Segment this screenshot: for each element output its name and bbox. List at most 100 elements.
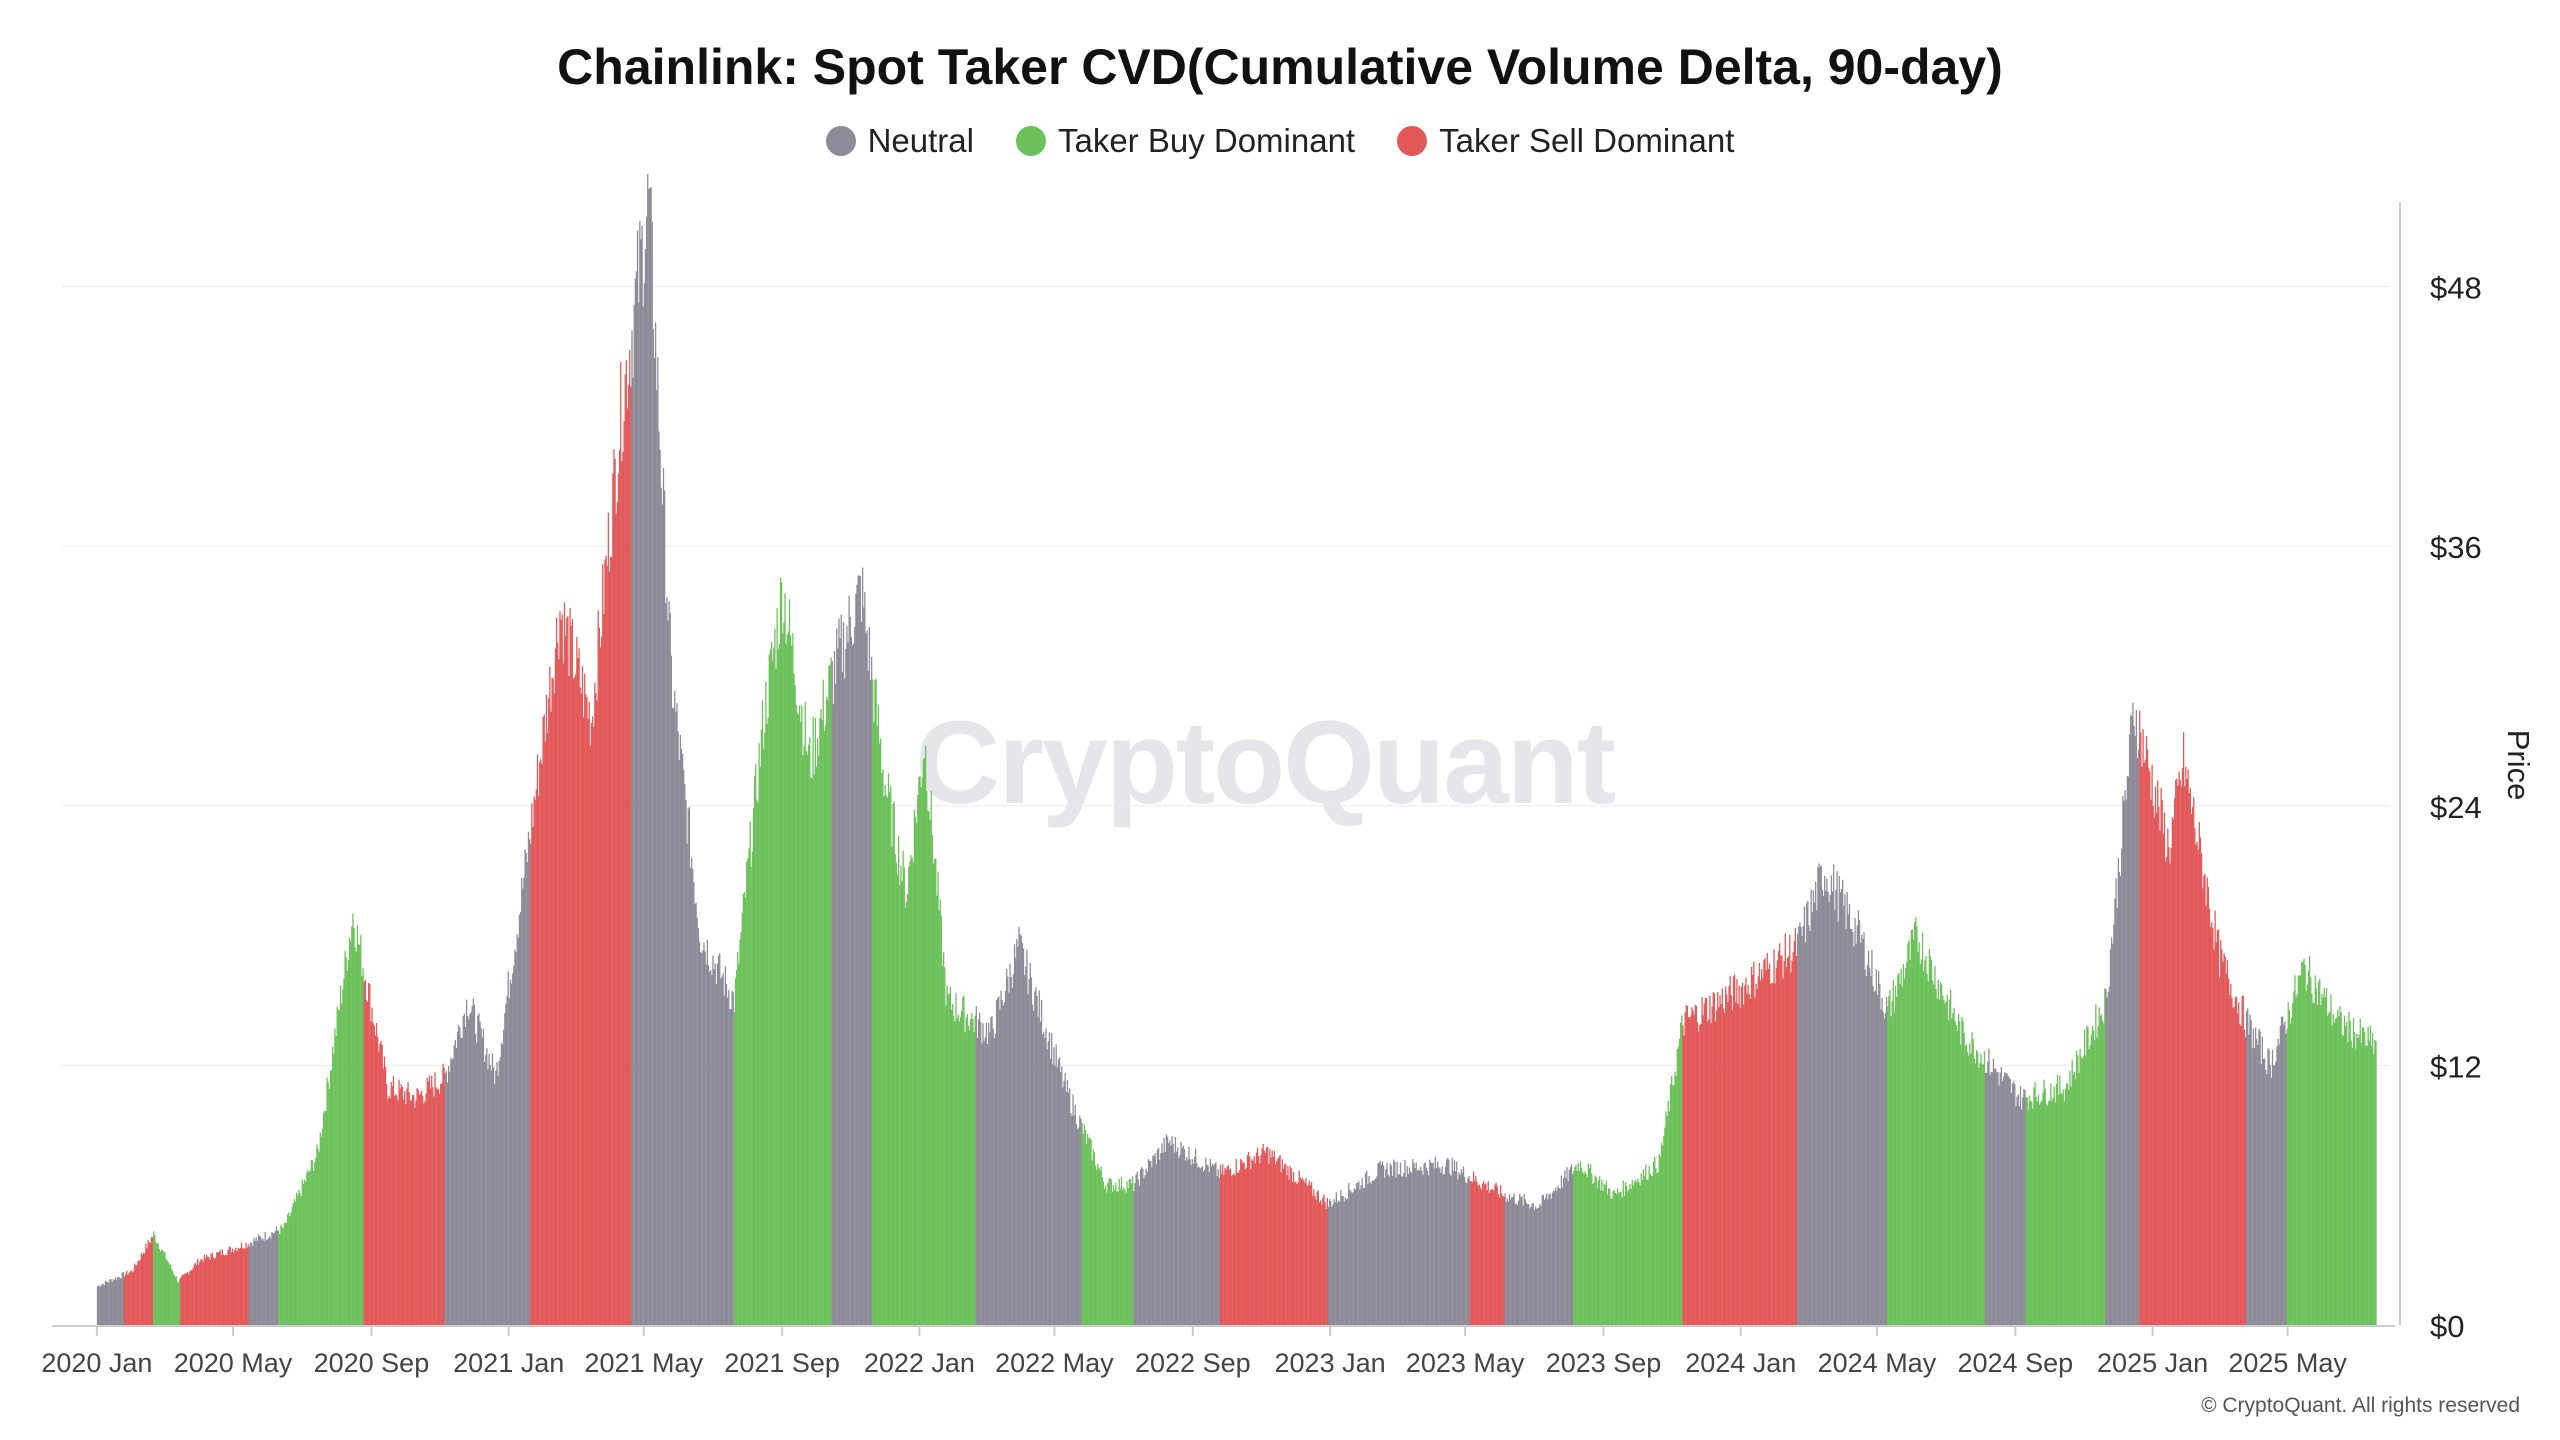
price-bar (806, 754, 809, 1325)
price-bar (860, 621, 863, 1325)
price-bar (1261, 1148, 1263, 1325)
price-bar (2241, 995, 2243, 1325)
price-bar (2126, 776, 2128, 1325)
price-bar (471, 1006, 473, 1325)
price-bar (1195, 1148, 1197, 1325)
price-bar (149, 1242, 152, 1325)
price-bar (1932, 980, 1934, 1325)
price-bar (1854, 917, 1856, 1325)
price-bar (1813, 902, 1816, 1325)
price-bar (1039, 1021, 1042, 1325)
price-bar (2375, 1040, 2377, 1325)
price-bar (1950, 990, 1952, 1325)
price-bar (965, 1017, 967, 1325)
price-bar (1535, 1208, 1538, 1325)
price-bar (981, 1043, 983, 1325)
price-bar (221, 1249, 224, 1325)
price-bar (1684, 1012, 1686, 1325)
price-bar (582, 717, 585, 1325)
legend-item-taker-buy[interactable]: Taker Buy Dominant (1015, 122, 1355, 160)
price-bar (1366, 1170, 1368, 1325)
price-bar (887, 773, 890, 1325)
legend-item-taker-sell[interactable]: Taker Sell Dominant (1397, 122, 1734, 160)
price-bar (1815, 881, 1817, 1325)
price-bar (2270, 1077, 2273, 1325)
price-bar (715, 984, 718, 1325)
price-bar (824, 725, 827, 1325)
price-bar (2250, 1019, 2252, 1325)
price-bar (1465, 1182, 1467, 1325)
price-bar (256, 1241, 258, 1325)
price-bar (1452, 1171, 1454, 1325)
price-bar (1737, 1004, 1739, 1325)
price-bar (1658, 1153, 1660, 1325)
price-bar (1287, 1165, 1289, 1325)
price-bar (1056, 1067, 1058, 1325)
price-bar (113, 1280, 116, 1325)
price-bar (1429, 1159, 1431, 1325)
price-bar (1966, 1051, 1969, 1325)
price-bar (194, 1262, 197, 1325)
price-bar (696, 918, 698, 1325)
price-bar (1977, 1052, 1979, 1325)
price-bar (530, 843, 532, 1325)
price-bar (826, 696, 828, 1325)
price-bar (1732, 976, 1735, 1325)
price-bar (864, 591, 866, 1325)
price-bar (785, 643, 787, 1325)
price-bar (2011, 1083, 2014, 1325)
price-bar (1525, 1202, 1528, 1325)
price-bar (263, 1240, 265, 1325)
price-bar (190, 1270, 192, 1325)
price-bar (917, 794, 919, 1325)
price-bar (1274, 1164, 1277, 1325)
price-bar (207, 1256, 209, 1325)
price-bar (964, 1032, 966, 1325)
price-bar (542, 716, 544, 1325)
price-bar (533, 796, 535, 1325)
price-bar (877, 705, 880, 1325)
price-bar (848, 595, 850, 1325)
price-bar (1200, 1167, 1202, 1325)
price-bar (2000, 1067, 2002, 1325)
price-bar (1058, 1057, 1061, 1325)
price-bar (1081, 1122, 1083, 1325)
x-tick-label: 2020 May (174, 1348, 293, 1378)
legend-item-neutral[interactable]: Neutral (825, 122, 974, 160)
x-tick-label: 2024 Jan (1685, 1348, 1796, 1378)
price-bar (1259, 1163, 1261, 1325)
price-bar (1802, 925, 1804, 1325)
price-bar (1606, 1194, 1609, 1325)
price-bar (1852, 931, 1854, 1325)
price-bar (478, 1013, 480, 1325)
price-bar (1395, 1177, 1397, 1325)
price-bar (1375, 1178, 1377, 1325)
price-bar (1894, 986, 1897, 1325)
price-bar (1299, 1177, 1301, 1325)
price-bar (992, 1028, 994, 1325)
price-bar (1929, 955, 1932, 1325)
price-bar (1617, 1188, 1619, 1325)
price-bar (1511, 1197, 1513, 1325)
price-bar (990, 1017, 992, 1325)
price-bar (735, 969, 738, 1325)
price-bar (1148, 1160, 1151, 1325)
price-bar (1180, 1141, 1182, 1325)
price-bar (392, 1076, 395, 1325)
price-bar (699, 952, 702, 1325)
price-bar (674, 690, 676, 1325)
price-bar (2100, 1014, 2103, 1325)
price-bar (2372, 1033, 2374, 1325)
price-bar (1654, 1156, 1656, 1325)
price-bar (2026, 1097, 2028, 1325)
price-bar (2130, 714, 2132, 1325)
price-bar (894, 854, 896, 1325)
price-bar (609, 556, 612, 1325)
price-bar (1458, 1172, 1460, 1325)
price-bar (1810, 889, 1812, 1325)
price-bar (572, 679, 575, 1325)
copyright-text: © CryptoQuant. All rights reserved (2201, 1394, 2520, 1417)
price-bar (959, 1016, 962, 1325)
price-bar (2070, 1086, 2072, 1325)
price-bar (1451, 1158, 1453, 1325)
